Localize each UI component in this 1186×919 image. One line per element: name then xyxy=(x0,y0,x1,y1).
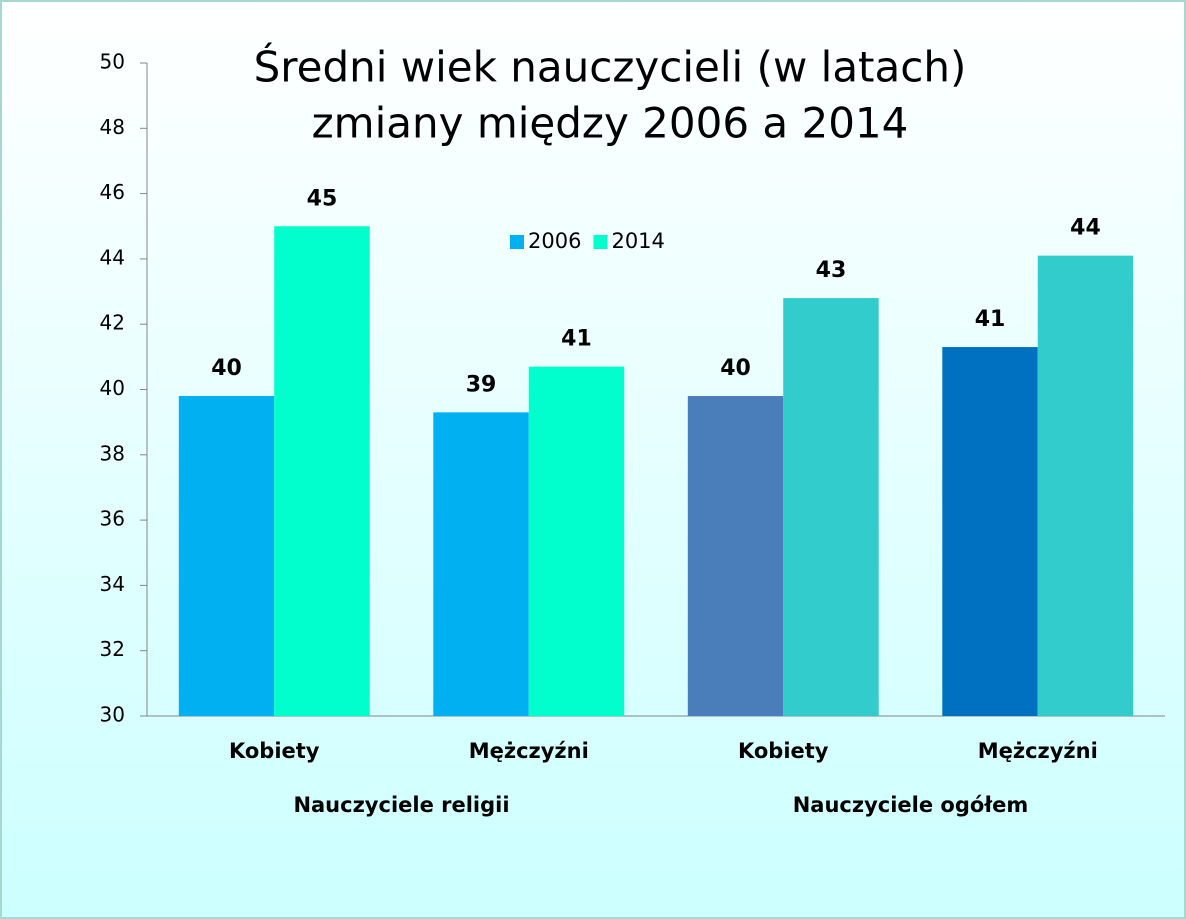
value-label: 40 xyxy=(720,356,751,381)
chart-title: zmiany między 2006 a 2014 xyxy=(312,99,909,148)
y-tick-label: 34 xyxy=(100,572,125,596)
bar xyxy=(433,412,529,716)
bar xyxy=(528,366,625,716)
y-tick-label: 50 xyxy=(100,50,125,74)
value-label: 41 xyxy=(561,327,592,352)
legend-swatch xyxy=(593,235,608,249)
y-tick-label: 36 xyxy=(100,507,125,531)
chart-title: Średni wiek nauczycieli (w latach) xyxy=(254,42,967,92)
bar xyxy=(687,396,784,716)
x-tick-label: Kobiety xyxy=(229,739,320,763)
value-label: 44 xyxy=(1070,216,1101,241)
legend-swatch xyxy=(510,235,524,249)
y-tick-label: 42 xyxy=(100,311,125,335)
x-tick-label: Kobiety xyxy=(738,739,829,763)
y-tick-label: 38 xyxy=(100,441,125,465)
bar xyxy=(942,347,1038,716)
y-tick-label: 32 xyxy=(100,637,125,661)
bar xyxy=(1037,255,1134,716)
bar xyxy=(783,298,879,716)
bar xyxy=(274,226,370,716)
bar xyxy=(178,396,275,716)
y-tick-label: 40 xyxy=(100,376,125,400)
x-tick-label: Mężczyźni xyxy=(469,739,589,763)
value-label: 40 xyxy=(211,356,242,381)
value-label: 41 xyxy=(975,307,1006,332)
value-label: 43 xyxy=(816,258,847,283)
y-tick-label: 30 xyxy=(100,703,125,727)
x-tick-label: Mężczyźni xyxy=(978,739,1098,763)
value-label: 39 xyxy=(466,372,497,397)
group-label: Nauczyciele ogółem xyxy=(793,793,1029,817)
y-tick-label: 48 xyxy=(100,115,125,139)
y-tick-label: 46 xyxy=(100,180,125,204)
legend-label: 2006 xyxy=(528,229,581,253)
y-tick-label: 44 xyxy=(100,245,125,269)
value-label: 45 xyxy=(307,186,338,211)
group-label: Nauczyciele religii xyxy=(293,793,509,817)
legend-label: 2014 xyxy=(611,229,664,253)
